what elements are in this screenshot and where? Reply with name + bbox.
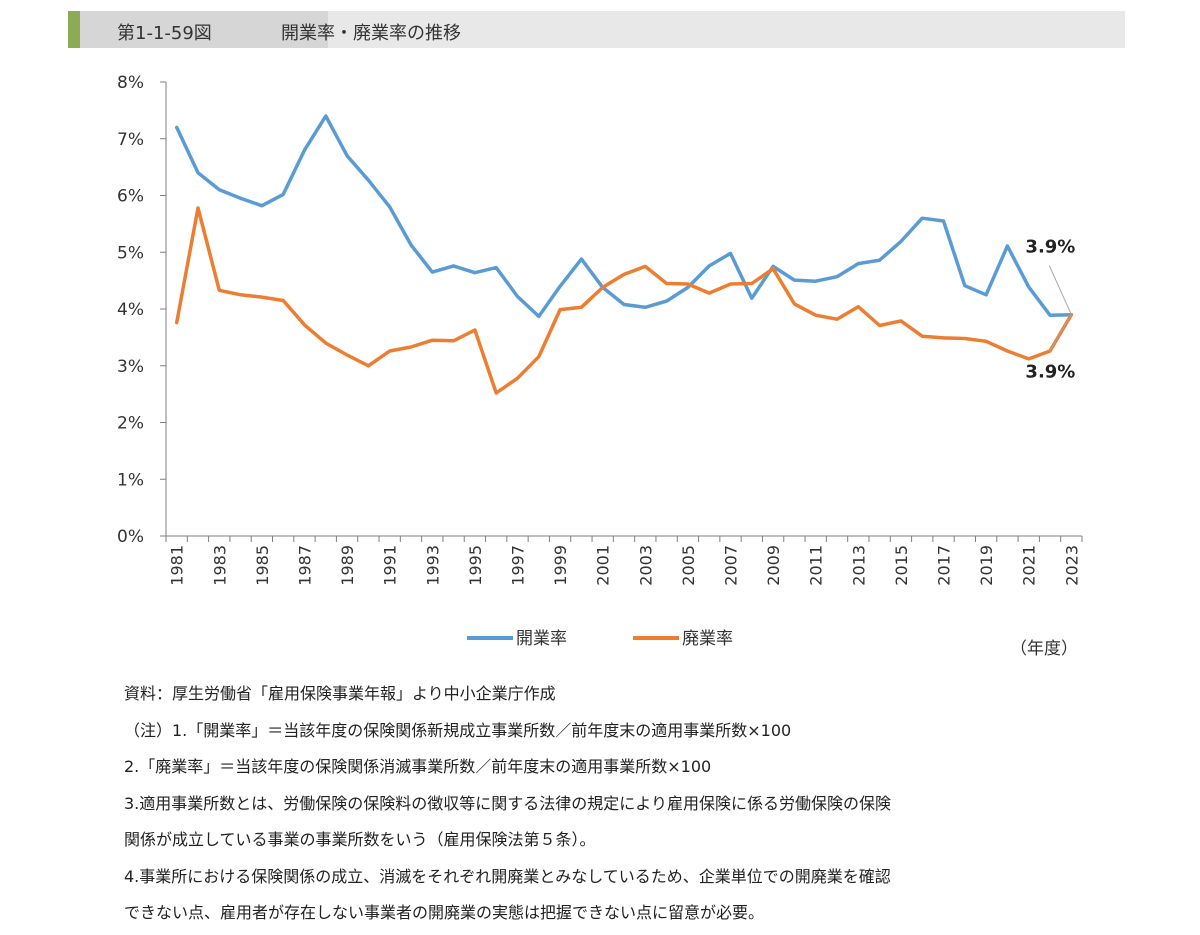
x-tick-label: 1985 [253, 545, 272, 586]
annotation-label: 3.9% [1025, 362, 1075, 383]
x-tick-label: 1991 [381, 545, 400, 586]
x-tick-label: 1995 [466, 545, 485, 586]
x-tick-label: 1999 [551, 545, 570, 586]
y-tick-label: 5% [117, 243, 144, 263]
notes: 資料：厚生労働省「雇用保険事業年報」より中小企業庁作成 （注）1.「開業率」＝当… [124, 676, 1124, 932]
note-3b: 関係が成立している事業の事業所数をいう（雇用保険法第５条）。 [124, 830, 596, 849]
y-tick-label: 2% [117, 414, 144, 434]
chart-axes: 0% 1% 2% 3% 4% 5% 6% 7% 8% 1981 1983 1985 1987 1989 19… [117, 73, 1083, 586]
series-line-open-rate [174, 114, 1074, 319]
y-tick-label: 0% [117, 527, 144, 547]
note-source: 資料：厚生労働省「雇用保険事業年報」より中小企業庁作成 [124, 684, 556, 703]
x-tick-label: 2015 [892, 545, 911, 586]
legend-label: 開業率 [516, 629, 567, 649]
y-tick-label: 6% [117, 187, 144, 207]
note-4b: できない点、雇用者が存在しない事業者の開廃業の実態は把握できない点に留意が必要。 [124, 903, 765, 922]
annotation-leader-line [1048, 314, 1072, 352]
series-line-close-rate [174, 206, 1074, 395]
note-3a: 3.適用事業所数とは、労働保険の保険料の徴収等に関する法律の規定により雇用保険に… [124, 793, 891, 813]
x-tick-label: 1987 [295, 545, 314, 586]
x-tick-label: 1981 [168, 545, 187, 586]
x-axis-unit-label: （年度） [1010, 639, 1078, 659]
annotation-label: 3.9% [1025, 237, 1075, 258]
x-tick-label: 1989 [338, 545, 357, 586]
annotation-leader-line [1048, 265, 1072, 315]
line-chart: 0% 1% 2% 3% 4% 5% 6% 7% 8% 1981 1983 1985 1987 1989 19… [117, 73, 1083, 659]
y-tick-label: 8% [117, 73, 144, 93]
x-tick-label: 2017 [935, 545, 954, 586]
note-1: （注）1.「開業率」＝当該年度の保険関係新規成立事業所数／前年度末の適用事業所数… [124, 720, 792, 740]
figure-title: 開業率・廃業率の推移 [281, 23, 461, 44]
y-tick-label: 7% [117, 130, 144, 150]
x-tick-label: 1997 [508, 545, 527, 586]
x-tick-label: 1983 [210, 545, 229, 586]
x-tick-label: 1993 [423, 545, 442, 586]
x-tick-label: 2005 [679, 545, 698, 586]
x-tick-label: 2019 [977, 545, 996, 586]
figure-header: 第1-1-59図 開業率・廃業率の推移 [68, 11, 1125, 48]
note-4a: 4.事業所における保険関係の成立、消滅をそれぞれ開廃業とみなしているため、企業単… [124, 866, 891, 886]
chart-legend: 開業率 廃業率 （年度） [467, 629, 1078, 659]
chart-annotations: 3.9% 3.9% [1025, 237, 1075, 383]
chart-lines [174, 114, 1074, 395]
figure-number-box: 第1-1-59図 [80, 11, 328, 48]
legend-label: 廃業率 [682, 629, 733, 649]
y-tick-label: 3% [117, 357, 144, 377]
figure-number: 第1-1-59図 [117, 23, 212, 44]
x-tick-label: 2023 [1062, 545, 1081, 586]
header-accent-bar [68, 11, 80, 48]
note-2: 2.「廃業率」＝当該年度の保険関係消滅事業所数／前年度末の適用事業所数×100 [124, 757, 712, 776]
y-tick-label: 1% [117, 470, 144, 490]
x-tick-label: 2009 [764, 545, 783, 586]
x-tick-label: 2007 [722, 545, 741, 586]
x-tick-label: 2021 [1020, 545, 1039, 586]
x-tick-label: 2001 [594, 545, 613, 586]
x-tick-label: 2011 [807, 545, 826, 586]
x-tick-label: 2013 [849, 545, 868, 586]
y-tick-label: 4% [117, 300, 144, 320]
x-tick-label: 2003 [636, 545, 655, 586]
